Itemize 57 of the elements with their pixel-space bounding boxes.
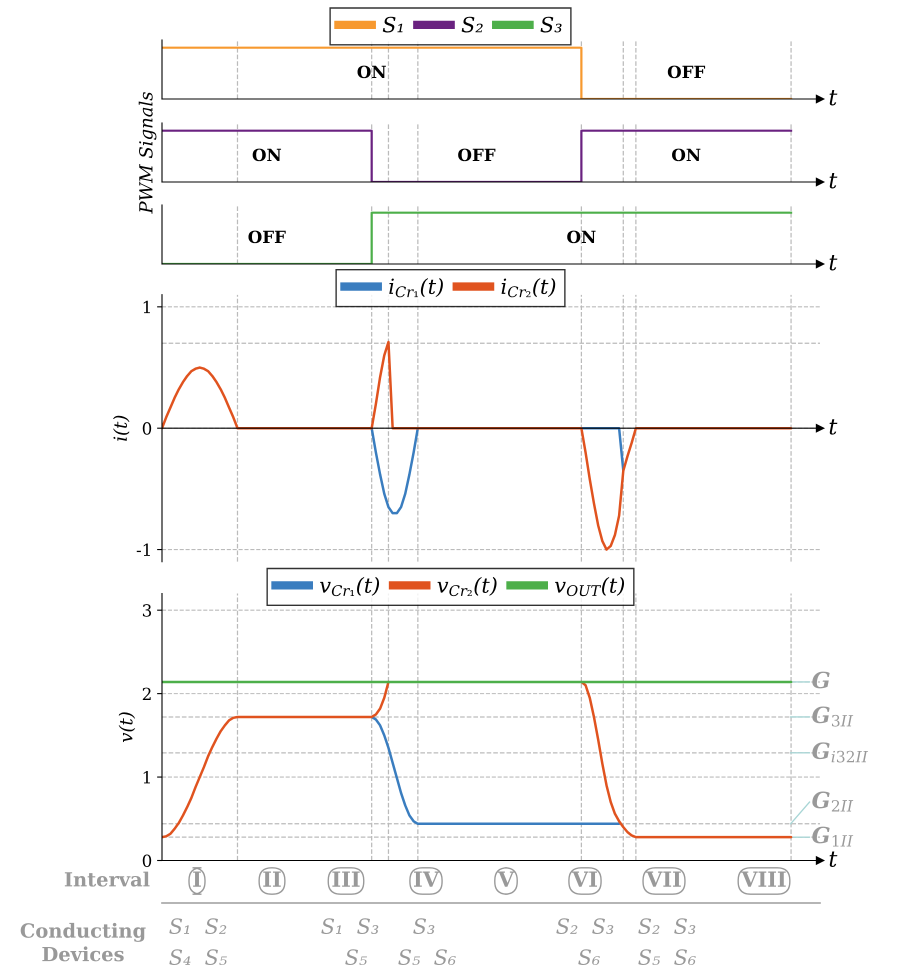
y-axis-title: v(t) [118,712,136,742]
legend-label: v$_{OUT}$(t) [555,576,624,596]
legend-label: v$_{Cr₁}$(t) [320,576,380,596]
x-axis-title: t [830,173,838,188]
annotation: ON [252,148,282,162]
y-tick-label: -1 [136,544,150,556]
text: Conducting Devices [20,922,146,962]
annotation: OFF [668,66,706,78]
x-axis-title: t [830,852,838,867]
legend-label: S₁ [382,16,403,32]
y-axis-title: i(t) [113,416,130,441]
legend-label: S₂ [462,16,483,32]
annotation: OFF [458,148,496,162]
x-axis-title: t [830,90,838,106]
text: S₁ S₂ [169,918,226,934]
text: V [498,872,514,887]
text: II [263,872,281,887]
legend-label: v$_{Cr₂}$(t) [438,576,497,596]
line-series [162,340,792,551]
annotation: ON [358,66,386,78]
annotation: ON [672,148,700,162]
ref-line-label: G [812,672,830,688]
text: S₂ S₃ [638,918,696,934]
text: VIII [741,872,786,887]
text: IV [414,872,440,887]
text: VI [572,872,597,887]
x-axis-title: t [830,255,838,270]
text: Interval [64,872,150,887]
ref-line-label: G$_{2II}$ [812,792,854,812]
text: S₂ S₃ [556,918,614,934]
y-tick-label: 0 [142,422,152,435]
y-tick-label: 0 [142,854,152,868]
text: III [332,872,360,887]
y-tick-label: 3 [142,604,152,617]
text: S₃ [413,918,434,934]
text: S₅ S₆ [398,949,456,966]
annotation: OFF [248,230,286,244]
y-tick-label: 1 [144,300,150,314]
line-series [370,716,620,826]
y-tick-label: 2 [142,688,151,700]
text: S₅ [345,949,368,966]
text: S₅ S₆ [638,949,696,966]
y-axis-title: PWM Signals [138,92,156,214]
text: S₁ S₃ [321,918,378,934]
ref-line-label: G$_{1II}$ [812,826,854,847]
x-axis-title: t [830,419,838,435]
text: S₆ [578,949,600,966]
ref-line-label: G$_{i32II}$ [812,742,868,763]
text: VII [646,872,681,887]
text: S₄ S₅ [169,949,227,966]
ref-line-label: G$_{3II}$ [812,706,854,727]
legend-label: i$_{Cr₁}$(t) [389,278,443,298]
text: I [193,872,201,887]
y-tick-label: 1 [144,771,150,784]
annotation: ON [567,230,596,244]
legend-label: S₃ [540,16,562,32]
legend-label: i$_{Cr₂}$(t) [502,278,556,298]
